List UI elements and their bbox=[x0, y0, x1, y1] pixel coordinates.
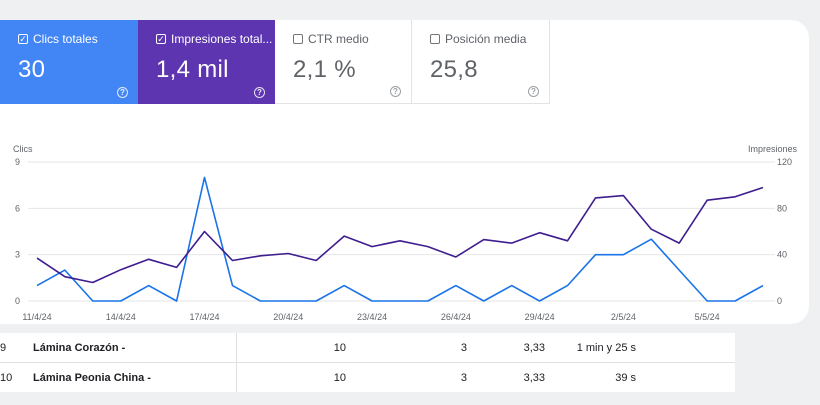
table-row[interactable]: 10 Lámina Peonia China - 10 3 3,33 39 s bbox=[0, 362, 735, 392]
checkbox-unchecked-icon[interactable] bbox=[430, 34, 440, 44]
help-icon[interactable]: ? bbox=[254, 87, 265, 98]
metric-tile-total-clicks[interactable]: ✓ Clics totales 30 ? bbox=[0, 20, 138, 104]
checkbox-checked-icon[interactable]: ✓ bbox=[18, 33, 28, 44]
left-tick-label: 6 bbox=[15, 203, 20, 213]
x-tick-label: 5/5/24 bbox=[695, 312, 720, 320]
x-tick-label: 26/4/24 bbox=[441, 312, 471, 320]
x-tick-label: 14/4/24 bbox=[106, 312, 136, 320]
column-divider bbox=[236, 333, 237, 362]
pages-table: 9 Lámina Corazón - 10 3 3,33 1 min y 25 … bbox=[0, 333, 735, 392]
left-tick-label: 0 bbox=[15, 296, 20, 306]
row-page-name[interactable]: Lámina Corazón - bbox=[33, 342, 126, 354]
x-tick-label: 11/4/24 bbox=[22, 312, 51, 320]
metric-tile-average-ctr[interactable]: CTR medio 2,1 % ? bbox=[275, 20, 412, 104]
left-tick-label: 3 bbox=[15, 250, 20, 260]
checkbox-unchecked-icon[interactable] bbox=[293, 34, 303, 44]
row-page-name[interactable]: Lámina Peonia China - bbox=[33, 372, 151, 384]
table-row[interactable]: 9 Lámina Corazón - 10 3 3,33 1 min y 25 … bbox=[0, 333, 735, 362]
row-impressions: 3 bbox=[460, 372, 467, 384]
metric-label: CTR medio bbox=[308, 32, 369, 46]
series-line-clics bbox=[36, 176, 764, 302]
x-tick-label: 2/5/24 bbox=[611, 312, 636, 320]
metric-value: 30 bbox=[18, 56, 46, 83]
row-ctr: 3,33 bbox=[523, 372, 545, 384]
series-line-impresiones bbox=[36, 186, 764, 284]
row-time: 39 s bbox=[615, 372, 636, 384]
left-axis-label: Clics bbox=[13, 144, 33, 154]
right-tick-label: 40 bbox=[777, 250, 787, 260]
x-tick-label: 23/4/24 bbox=[357, 312, 387, 320]
x-tick-label: 20/4/24 bbox=[273, 312, 303, 320]
metric-tile-total-impressions[interactable]: ✓ Impresiones total... 1,4 mil ? bbox=[138, 20, 275, 104]
metric-value: 1,4 mil bbox=[156, 56, 229, 83]
right-tick-label: 80 bbox=[777, 203, 787, 213]
x-tick-label: 17/4/24 bbox=[190, 312, 220, 320]
row-index: 10 bbox=[0, 372, 13, 384]
help-icon[interactable]: ? bbox=[117, 87, 128, 98]
row-index: 9 bbox=[0, 342, 7, 354]
metric-label: Clics totales bbox=[33, 32, 98, 46]
metric-value: 25,8 bbox=[430, 56, 478, 83]
help-icon[interactable]: ? bbox=[390, 86, 401, 97]
metric-value: 2,1 % bbox=[293, 56, 356, 83]
metric-label: Impresiones total... bbox=[171, 32, 273, 46]
metric-tile-average-position[interactable]: Posición media 25,8 ? bbox=[412, 20, 550, 104]
row-ctr: 3,33 bbox=[523, 342, 545, 354]
metric-label: Posición media bbox=[445, 32, 527, 46]
row-clicks: 10 bbox=[333, 372, 346, 384]
performance-card: ✓ Clics totales 30 ? ✓ Impresiones total… bbox=[0, 20, 809, 324]
row-clicks: 10 bbox=[333, 342, 346, 354]
row-time: 1 min y 25 s bbox=[576, 342, 636, 354]
column-divider bbox=[236, 363, 237, 392]
right-tick-label: 120 bbox=[777, 157, 792, 167]
row-impressions: 3 bbox=[460, 342, 467, 354]
checkbox-checked-icon[interactable]: ✓ bbox=[156, 33, 166, 44]
help-icon[interactable]: ? bbox=[528, 86, 539, 97]
right-axis-label: Impresiones bbox=[748, 144, 798, 154]
left-tick-label: 9 bbox=[15, 157, 20, 167]
x-tick-label: 29/4/24 bbox=[525, 312, 555, 320]
right-tick-label: 0 bbox=[777, 296, 782, 306]
